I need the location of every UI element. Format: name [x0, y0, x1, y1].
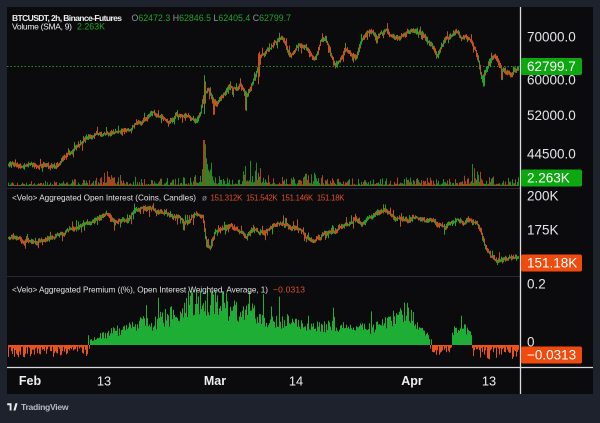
svg-text:14: 14	[289, 374, 303, 389]
svg-text:<Velo> Aggregated Premium ((%): <Velo> Aggregated Premium ((%), Open Int…	[12, 286, 268, 295]
svg-text:O62472.3 H62846.5 L62405.4 C62: O62472.3 H62846.5 L62405.4 C62799.7	[132, 13, 292, 23]
svg-text:200K: 200K	[527, 189, 559, 204]
svg-text:Feb: Feb	[19, 374, 42, 388]
svg-text:BTCUSDT, 2h, Binance-Futures: BTCUSDT, 2h, Binance-Futures	[12, 13, 122, 23]
svg-text:151.312K 151.542K 151.146K: 151.312K 151.542K 151.146K 151.18K	[211, 194, 346, 203]
svg-text:62799.7: 62799.7	[527, 59, 576, 74]
svg-text:0: 0	[527, 335, 535, 350]
svg-text:13: 13	[482, 374, 496, 389]
svg-text:52000.0: 52000.0	[527, 108, 576, 123]
svg-text:2.263K: 2.263K	[527, 171, 570, 186]
svg-text:60000.0: 60000.0	[527, 73, 576, 88]
svg-text:151.18K: 151.18K	[527, 256, 577, 271]
svg-text:Mar: Mar	[204, 374, 226, 388]
svg-text:13: 13	[97, 374, 111, 389]
svg-text:ø: ø	[202, 194, 207, 203]
svg-text:2.263K: 2.263K	[77, 22, 105, 32]
svg-text:175K: 175K	[527, 223, 559, 238]
svg-text:TradingView: TradingView	[21, 402, 69, 412]
svg-text:0.2: 0.2	[527, 277, 546, 292]
svg-text:<Velo> Aggregated Open Interes: <Velo> Aggregated Open Interest (Coins, …	[12, 194, 196, 203]
svg-text:−0.0313: −0.0313	[527, 348, 576, 363]
svg-text:70000.0: 70000.0	[527, 30, 576, 45]
svg-text:Apr: Apr	[401, 374, 423, 388]
svg-text:Volume (SMA, 9): Volume (SMA, 9)	[12, 22, 72, 32]
svg-text:−0.0313: −0.0313	[273, 285, 305, 295]
svg-text:44500.0: 44500.0	[527, 147, 576, 162]
